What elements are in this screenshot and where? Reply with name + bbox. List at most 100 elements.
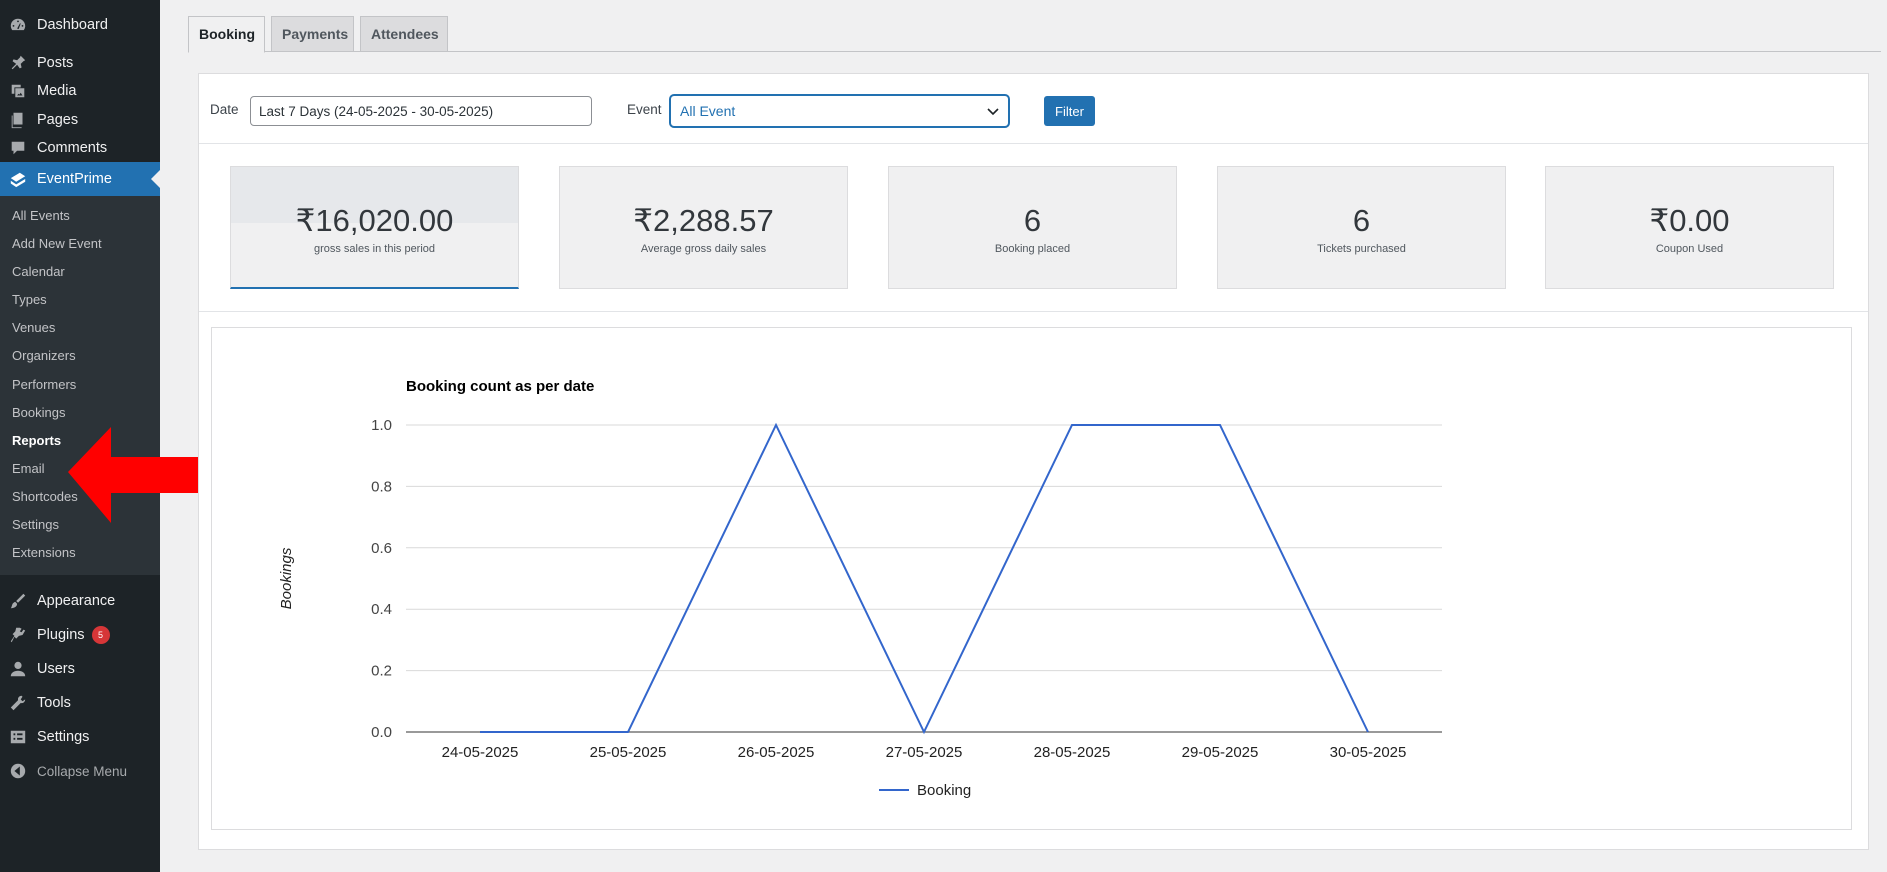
menu-posts[interactable]: Posts [0,49,160,77]
dashboard-icon [9,16,27,34]
booking-chart-container: Booking count as per date 0.0 0.2 0.4 0.6 0.8… [211,327,1852,830]
submenu-venues[interactable]: Venues [12,320,56,336]
menu-comments[interactable]: Comments [0,134,160,162]
admin-sidebar: Dashboard Posts Media Pages Comments Eve… [0,0,160,872]
menu-label: Appearance [37,593,116,610]
menu-label: Pages [37,111,79,128]
legend-label: Booking [917,782,971,799]
submenu-add-new-event[interactable]: Add New Event [12,236,102,252]
eventprime-icon [9,170,27,188]
brush-icon [9,592,27,610]
stat-value: ₹16,020.00 [295,203,454,238]
stats-row: ₹16,020.00 gross sales in this period ₹2… [199,144,1868,312]
tab-booking[interactable]: Booking [188,16,265,53]
submenu-extensions[interactable]: Extensions [12,545,76,561]
menu-label: Settings [37,729,90,746]
menu-dashboard[interactable]: Dashboard [0,8,160,42]
menu-pages[interactable]: Pages [0,105,160,134]
submenu-organizers[interactable]: Organizers [12,348,76,364]
submenu-all-events[interactable]: All Events [12,208,70,223]
submenu-settings[interactable]: Settings [12,517,59,533]
y-tick-label: 0.2 [371,663,392,680]
chart-title: Booking count as per date [406,378,594,395]
stat-label: Average gross daily sales [640,243,767,255]
tab-payments[interactable]: Payments [271,16,354,52]
x-tick-label: 28-05-2025 [1034,744,1111,761]
pin-icon [9,54,27,72]
x-tick-label: 24-05-2025 [442,744,519,761]
stat-card-avg-daily-sales: ₹2,288.57 Average gross daily sales [559,166,848,289]
menu-settings[interactable]: Settings [0,720,160,754]
stat-label: Coupon Used [1655,243,1724,255]
y-axis-label: Bookings [278,547,295,609]
menu-eventprime[interactable]: EventPrime [0,162,160,196]
report-panel: Date Event All Event Filter ₹16,020.00 g… [198,73,1869,850]
menu-media[interactable]: Media [0,77,160,105]
user-icon [9,660,27,678]
submenu-reports[interactable]: Reports [12,432,62,448]
collapse-menu-label: Collapse Menu [37,763,128,779]
menu-users[interactable]: Users [0,652,160,686]
collapse-menu-button[interactable]: Collapse Menu [0,754,160,788]
menu-tools[interactable]: Tools [0,686,160,720]
stat-value: ₹0.00 [1649,203,1730,238]
x-tick-label: 25-05-2025 [590,744,667,761]
series-line-booking [480,422,1369,735]
stat-value: ₹2,288.57 [633,203,774,238]
tab-attendees[interactable]: Attendees [360,16,448,52]
menu-label: Tools [37,695,71,712]
menu-label: Posts [37,55,74,71]
menu-label: Media [37,83,77,99]
filter-button[interactable]: Filter [1044,96,1095,126]
date-range-input[interactable] [250,96,592,126]
menu-plugins[interactable]: Plugins 5 [0,618,160,652]
event-select[interactable]: All Event [670,95,1009,127]
stat-value: 6 [1352,203,1371,238]
event-label: Event [627,102,662,117]
submenu-calendar[interactable]: Calendar [12,264,65,280]
report-tabs: Booking Payments Attendees [188,16,1881,53]
event-select-value: All Event [680,103,736,119]
chevron-down-icon [987,108,999,116]
x-tick-label: 30-05-2025 [1330,744,1407,761]
booking-line-chart: Booking count as per date 0.0 0.2 0.4 0.6 0.8… [278,378,1442,799]
x-tick-label: 27-05-2025 [886,744,963,761]
x-tick-label: 29-05-2025 [1182,744,1259,761]
stat-label: gross sales in this period [313,243,436,255]
plugins-update-badge: 5 [91,626,110,645]
filter-bar: Date Event All Event Filter [199,74,1868,144]
eventprime-submenu: All Events Add New Event Calendar Types … [0,196,160,576]
date-label: Date [210,102,239,117]
menu-label: Dashboard [37,17,108,33]
menu-label: Users [37,661,75,678]
stat-card-gross-sales: ₹16,020.00 gross sales in this period [230,166,519,289]
y-tick-label: 1.0 [371,417,392,434]
stat-card-tickets: 6 Tickets purchased [1217,166,1506,289]
red-arrow-annotation [68,427,254,523]
y-tick-label: 0.4 [371,601,392,618]
submenu-types[interactable]: Types [12,292,47,308]
submenu-email[interactable]: Email [12,460,45,476]
stat-card-coupon: ₹0.00 Coupon Used [1545,166,1834,289]
stat-label: Tickets purchased [1317,243,1406,255]
plugin-icon [9,626,27,644]
stat-value: 6 [1023,203,1042,238]
menu-label: EventPrime [37,171,112,187]
comment-icon [9,139,27,157]
y-tick-label: 0.6 [371,540,392,557]
wrench-icon [9,694,27,712]
menu-label: Comments [37,140,108,156]
y-tick-label: 0.0 [371,724,392,741]
menu-label: Plugins [37,627,85,644]
settings-icon [9,728,27,746]
media-icon [9,82,27,100]
submenu-bookings[interactable]: Bookings [12,404,66,420]
x-tick-label: 26-05-2025 [738,744,815,761]
stat-card-bookings: 6 Booking placed [888,166,1177,289]
menu-appearance[interactable]: Appearance [0,584,160,618]
pages-icon [9,111,27,129]
submenu-performers[interactable]: Performers [12,376,77,392]
stat-label: Booking placed [994,243,1071,255]
submenu-shortcodes[interactable]: Shortcodes [12,488,78,504]
collapse-icon [9,762,27,780]
